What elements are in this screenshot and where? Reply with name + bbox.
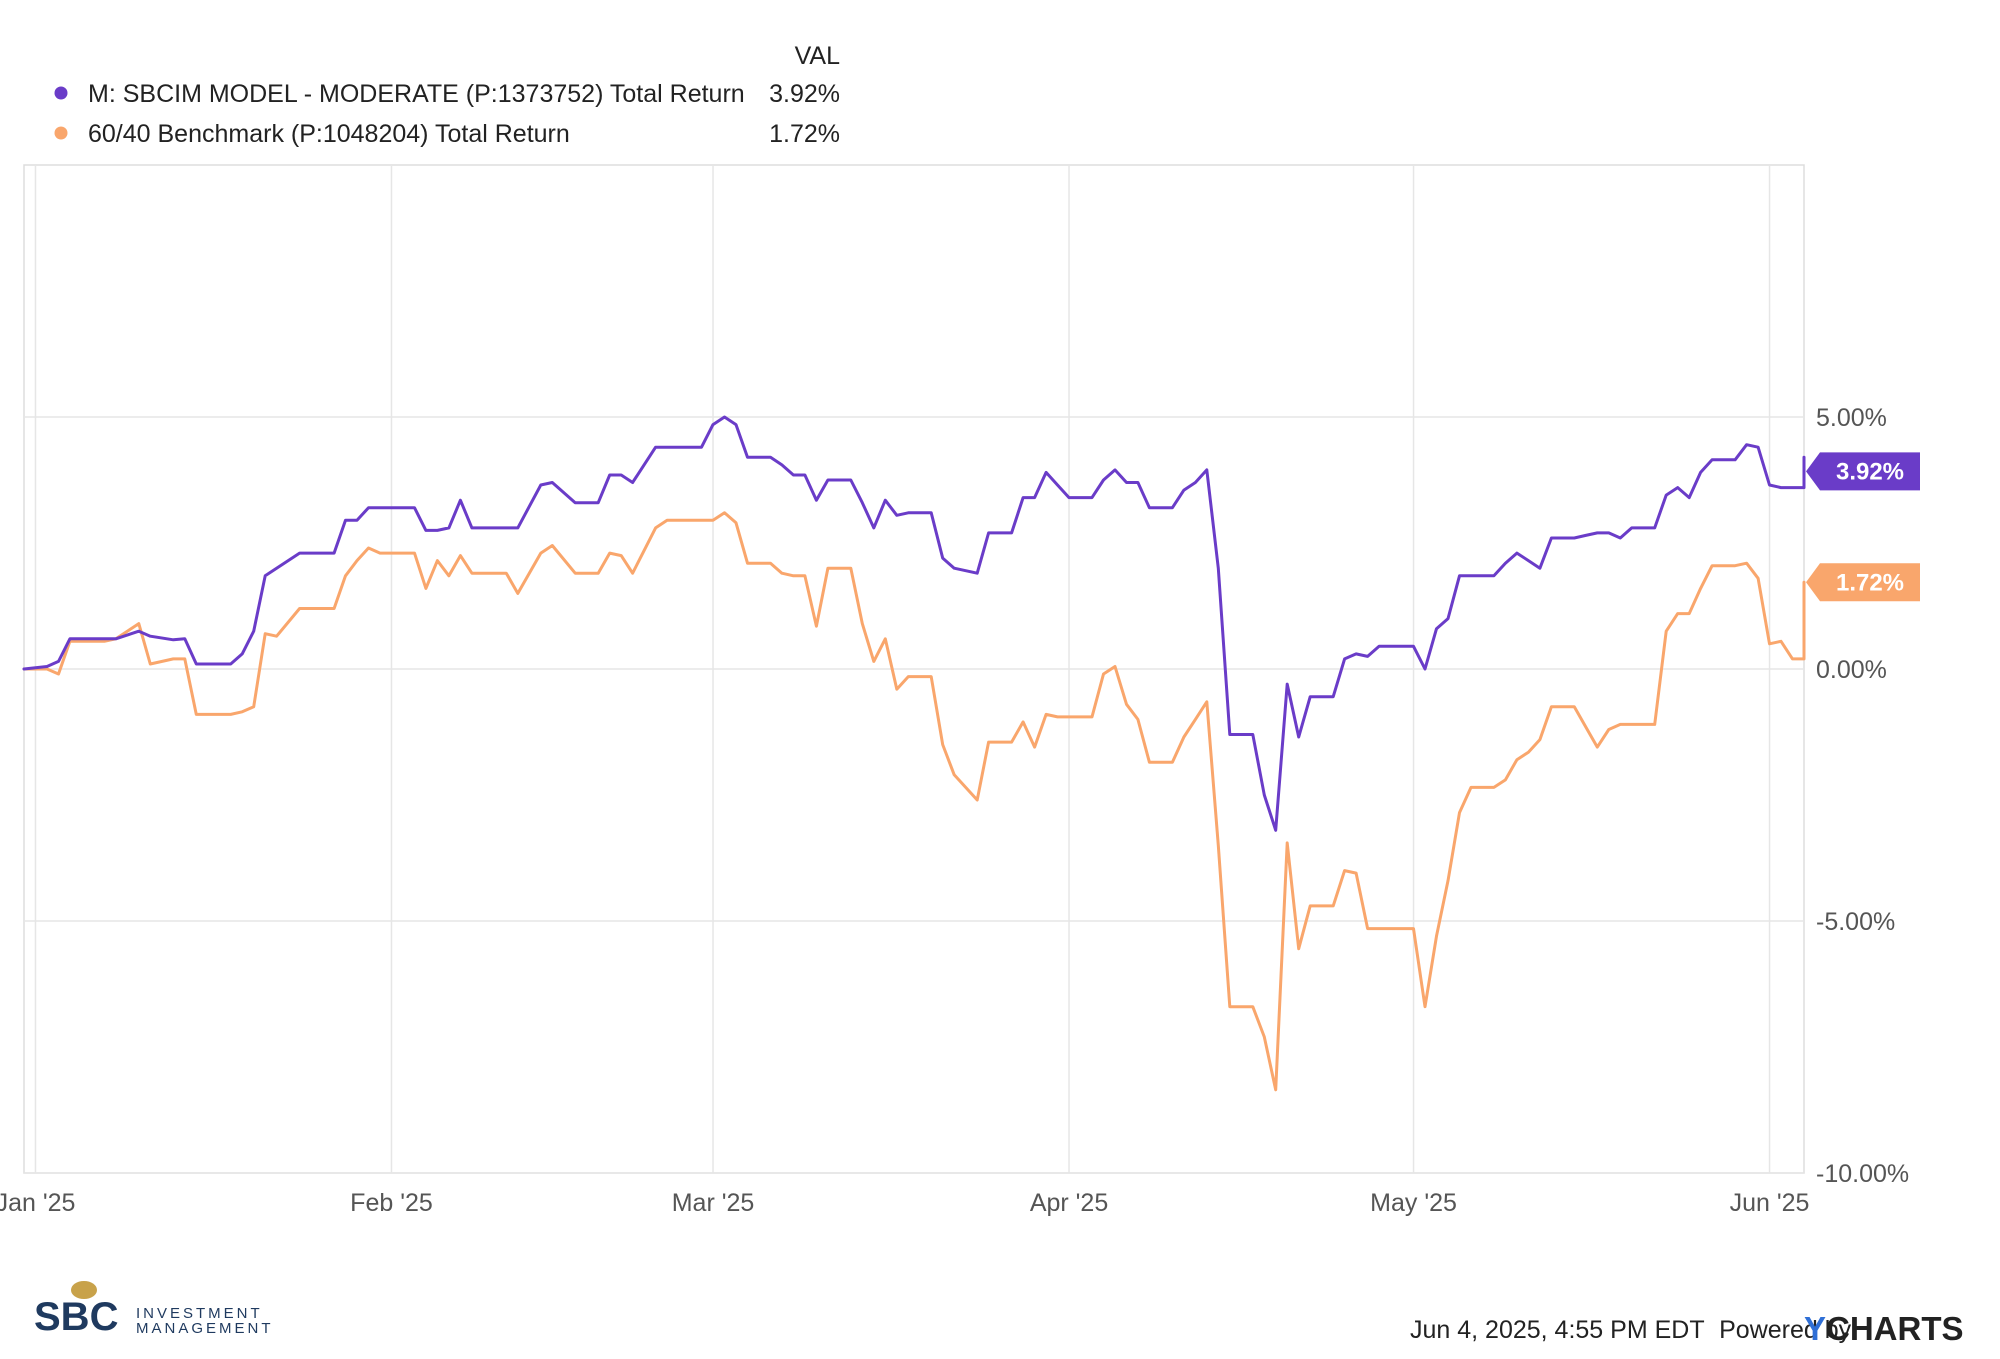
footer-timestamp: Jun 4, 2025, 4:55 PM EDT Powered by [1410, 1316, 1852, 1344]
series-lines [22, 415, 1806, 1092]
legend-label-series-2: 60/40 Benchmark (P:1048204) Total Return [88, 120, 570, 148]
owl-icon [71, 1281, 97, 1299]
series-line-2 [22, 511, 1806, 1092]
powered-by-text: Powered by [1719, 1316, 1852, 1344]
end-label-series-1: 3.92% [1806, 452, 1920, 491]
end-label-series-2: 1.72% [1806, 563, 1920, 602]
legend-value-series-1: 3.92% [769, 80, 840, 108]
x-tick-label: Apr '25 [1030, 1189, 1108, 1217]
logo-line-2: MANAGEMENT [136, 1320, 274, 1337]
x-tick-label: Jun '25 [1730, 1189, 1810, 1217]
legend-value-series-2: 1.72% [769, 120, 840, 148]
ycharts-logo[interactable]: YCHARTS [1804, 1310, 1964, 1347]
legend-dot-series-1 [54, 86, 68, 100]
ycharts-rest: CHARTS [1826, 1310, 1964, 1347]
end-label-flag [1806, 452, 1920, 491]
logo-initials: SBC [34, 1295, 118, 1339]
legend-label-series-1: M: SBCIM MODEL - MODERATE (P:1373752) To… [88, 80, 745, 108]
end-label-text: 3.92% [1836, 458, 1904, 485]
x-tick-label: Feb '25 [350, 1189, 433, 1217]
legend-header: VAL [795, 42, 840, 70]
end-label-flag [1806, 563, 1920, 602]
sbc-logo: SBC INVESTMENT MANAGEMENT [34, 1281, 274, 1339]
series-line-1 [22, 415, 1806, 832]
x-tick-label: May '25 [1370, 1189, 1457, 1217]
y-tick-label: 5.00% [1816, 404, 1887, 432]
ycharts-y: Y [1804, 1310, 1826, 1347]
legend: VAL M: SBCIM MODEL - MODERATE (P:1373752… [54, 42, 840, 148]
timestamp-text: Jun 4, 2025, 4:55 PM EDT [1410, 1316, 1704, 1344]
y-axis-ticks: 5.00% 0.00% -5.00% -10.00% [1816, 404, 1909, 1188]
footer: Jun 4, 2025, 4:55 PM EDT Powered by YCHA… [1410, 1310, 1964, 1347]
x-tick-label: Mar '25 [672, 1189, 755, 1217]
logo-line-1: INVESTMENT [136, 1305, 263, 1322]
y-tick-label: -5.00% [1816, 908, 1895, 936]
legend-dot-series-2 [54, 126, 68, 140]
y-tick-label: 0.00% [1816, 656, 1887, 684]
grid-lines [24, 165, 1804, 1174]
end-label-text: 1.72% [1836, 569, 1904, 596]
x-axis-ticks: Jan '25 Feb '25 Mar '25 Apr '25 May '25 Jun '… [0, 1189, 1809, 1217]
x-tick-label: Jan '25 [0, 1189, 75, 1217]
end-labels: 3.92% 1.72% [1806, 452, 1920, 602]
y-tick-label: -10.00% [1816, 1160, 1909, 1188]
